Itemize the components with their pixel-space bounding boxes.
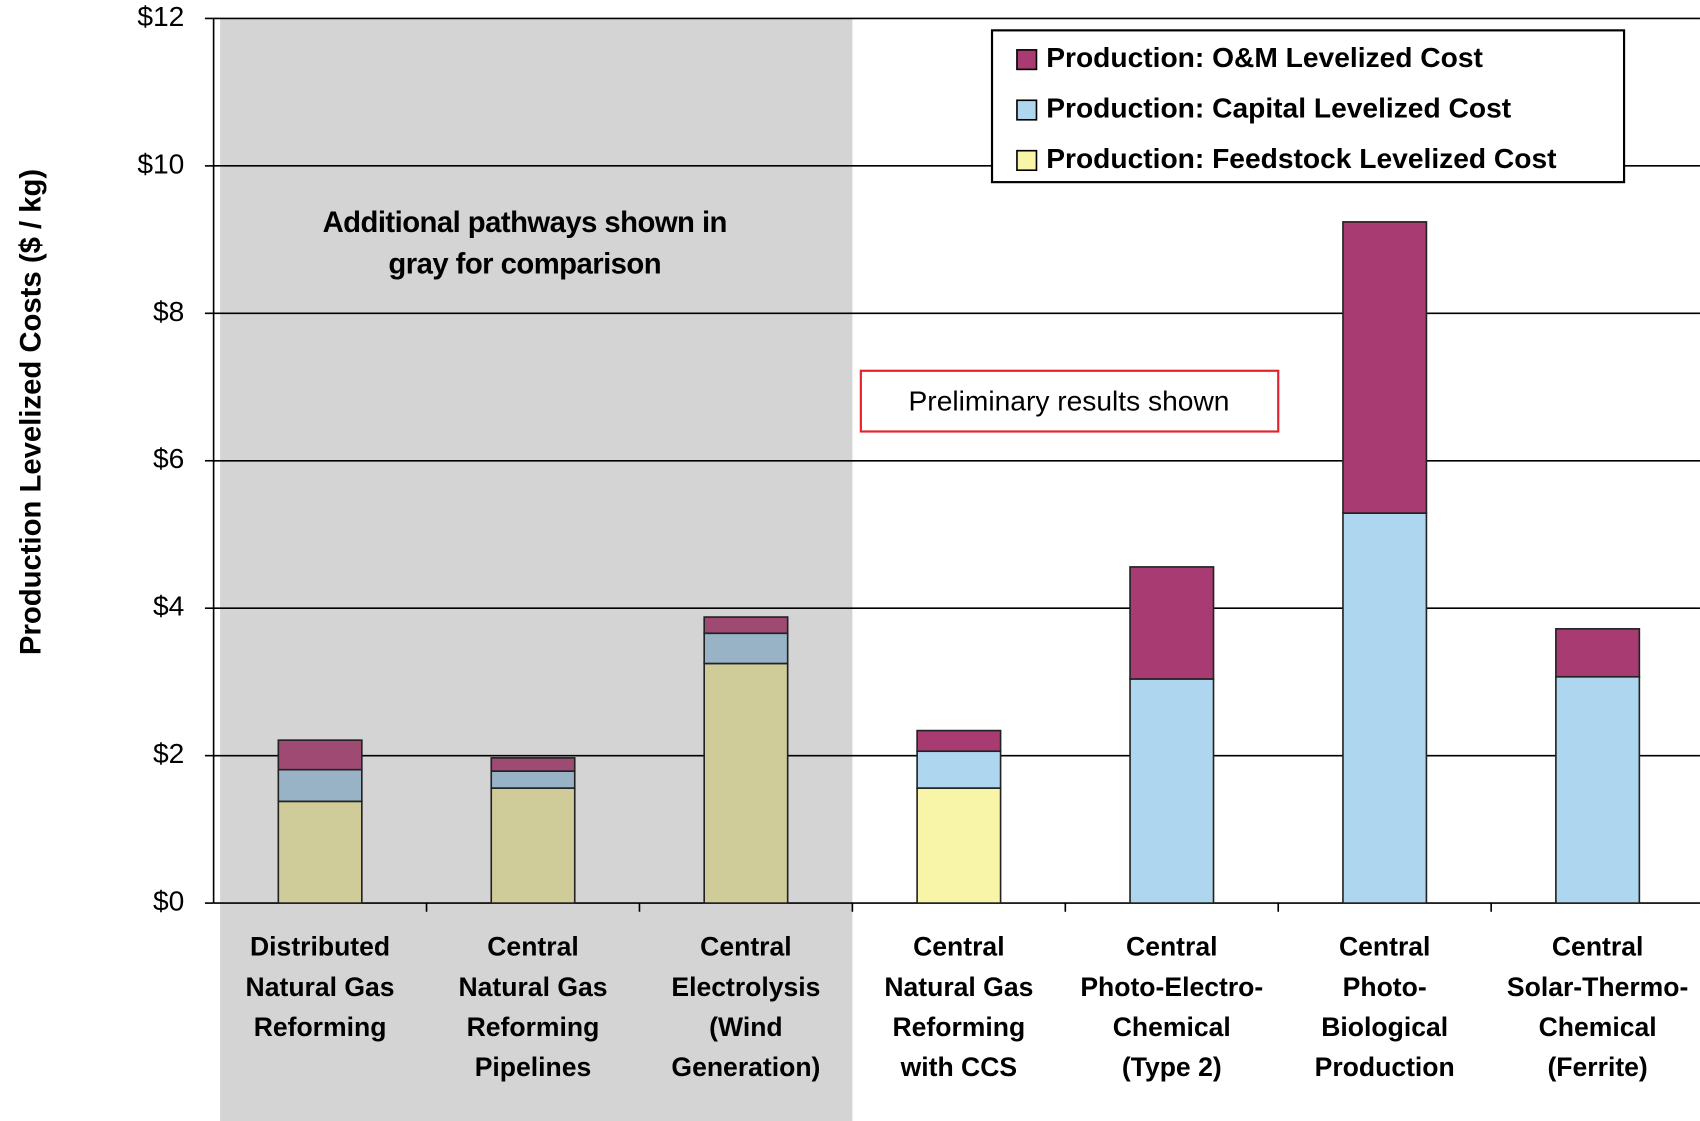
x-tick-label: Chemical [1539,1012,1657,1042]
x-tick-label: Central [700,932,791,962]
y-tick-label: $8 [153,295,184,327]
y-tick-label: $6 [153,442,184,474]
x-tick-label: Reforming [892,1012,1025,1042]
x-tick-label: Distributed [250,932,390,962]
bar-segment [703,616,789,635]
x-tick-label: Photo-Electro- [1080,972,1263,1002]
legend-swatch [1016,149,1038,172]
x-tick-label: Pipelines [475,1052,592,1082]
x-tick-label: (Type 2) [1122,1052,1222,1082]
x-tick-label: Generation) [671,1052,820,1082]
annotation: gray for comparison [388,248,661,280]
x-tick-label: Electrolysis [671,972,820,1002]
x-tick-label: Production [1315,1052,1455,1082]
x-tick-label: (Ferrite) [1547,1052,1647,1082]
bar-segment [490,770,576,789]
y-tick-label: $10 [137,147,184,179]
x-tick-label: Central [913,932,1004,962]
y-tick-label: $0 [153,885,184,917]
legend-label: Production: O&M Levelized Cost [1046,41,1483,73]
comparison-region [220,18,853,1121]
legend-label: Production: Feedstock Levelized Cost [1046,142,1557,174]
bar-segment [1129,566,1215,680]
annotation: Preliminary results shown [909,385,1230,417]
bar-segment [277,768,363,803]
bar-segment [916,729,1002,753]
x-tick-label: Reforming [254,1012,387,1042]
y-tick-label: $4 [153,590,184,622]
x-tick-label: Chemical [1113,1012,1231,1042]
legend [990,29,1626,184]
x-tick-label: Central [1126,932,1217,962]
bar-segment [1555,675,1641,904]
y-tick-label: $2 [153,737,184,769]
bar-segment [277,800,363,904]
bar-segment [1342,221,1428,514]
legend-swatch [1016,49,1038,71]
bar-segment [490,757,576,772]
x-tick-label: Solar-Thermo- [1507,972,1688,1002]
y-axis-label: Production Levelized Costs ($ / kg) [15,169,47,655]
x-tick-label: Central [1552,932,1643,962]
x-tick-label: Reforming [467,1012,600,1042]
bar-segment [490,787,576,904]
x-tick-label: Biological [1321,1012,1448,1042]
bar-segment [1555,628,1641,678]
x-tick-label: with CCS [900,1052,1018,1082]
x-tick-label: Natural Gas [458,972,607,1002]
x-tick-label: Natural Gas [884,972,1033,1002]
bar-segment [703,662,789,904]
bar-segment [916,787,1002,904]
legend-label: Production: Capital Levelized Cost [1046,91,1512,123]
x-tick-label: Central [1339,932,1430,962]
annotation: Additional pathways shown in [323,207,727,239]
bar-segment [916,750,1002,789]
x-tick-label: Natural Gas [246,972,395,1002]
x-tick-label: Central [487,932,578,962]
x-tick-label: Photo- [1343,972,1427,1002]
bar-segment [277,739,363,771]
legend-swatch [1016,99,1038,121]
y-tick-label: $12 [137,0,184,32]
annotation-box [859,369,1280,433]
bar-segment [703,632,789,665]
bar-segment [1129,678,1215,904]
bar-segment [1342,512,1428,904]
x-tick-label: (Wind [709,1012,782,1042]
